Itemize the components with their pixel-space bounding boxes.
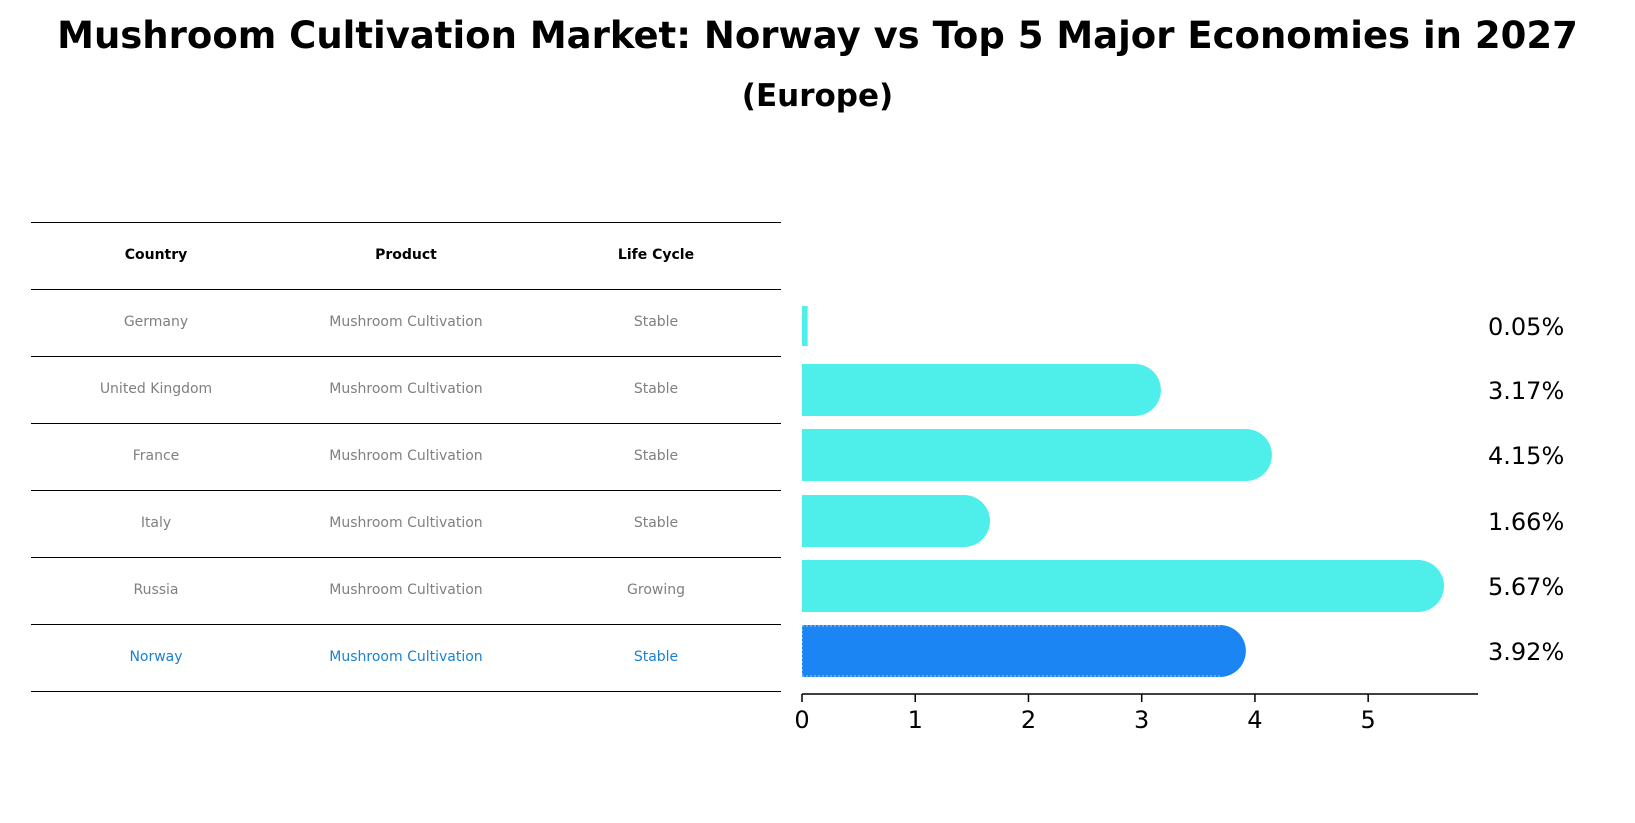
bar <box>802 560 1445 612</box>
x-tick-label: 1 <box>908 706 923 734</box>
table-rule <box>31 557 781 558</box>
x-tick-label: 5 <box>1361 706 1376 734</box>
table-cell-country: Russia <box>133 581 179 598</box>
table-cell-country: Italy <box>140 514 172 531</box>
data-label: 0.05% <box>1488 313 1564 341</box>
table-rule <box>31 289 781 290</box>
bar <box>802 306 808 346</box>
table-cell-product: Mushroom Cultivation <box>329 581 483 598</box>
table-rule <box>31 624 781 625</box>
table-rule <box>31 691 781 692</box>
table-cell-country: Norway <box>129 648 183 665</box>
x-tick-label: 3 <box>1134 706 1149 734</box>
bar-highlight <box>802 625 1246 677</box>
bar-outline <box>801 625 1220 677</box>
table-cell-life-cycle: Stable <box>633 380 679 397</box>
data-label: 5.67% <box>1488 573 1564 601</box>
data-label: 3.92% <box>1488 638 1564 666</box>
table-cell-country: France <box>132 447 180 464</box>
table-rule <box>31 222 781 223</box>
bar <box>802 429 1272 481</box>
table-cell-product: Mushroom Cultivation <box>329 514 483 531</box>
x-tick-label: 0 <box>794 706 809 734</box>
table-cell-product: Mushroom Cultivation <box>329 447 483 464</box>
table-header-life-cycle: Life Cycle <box>617 246 695 263</box>
data-label: 1.66% <box>1488 508 1564 536</box>
table-header-country: Country <box>124 246 188 263</box>
chart-title: Mushroom Cultivation Market: Norway vs T… <box>57 14 1578 57</box>
data-label: 3.17% <box>1488 377 1564 405</box>
bar <box>802 364 1161 416</box>
table-rule <box>31 490 781 491</box>
x-tick-label: 4 <box>1247 706 1262 734</box>
table-cell-product: Mushroom Cultivation <box>329 313 483 330</box>
bar <box>802 495 990 547</box>
table-cell-product: Mushroom Cultivation <box>329 648 483 665</box>
data-label: 4.15% <box>1488 442 1564 470</box>
table-rule <box>31 356 781 357</box>
chart-subtitle: (Europe) <box>741 78 894 114</box>
table-cell-life-cycle: Stable <box>633 313 679 330</box>
table-cell-life-cycle: Stable <box>633 648 679 665</box>
table-cell-country: Germany <box>123 313 189 330</box>
table-header-product: Product <box>375 246 437 263</box>
table-rule <box>31 423 781 424</box>
table-cell-country: United Kingdom <box>99 380 213 397</box>
table-cell-life-cycle: Stable <box>633 447 679 464</box>
x-tick-label: 2 <box>1021 706 1036 734</box>
table-cell-life-cycle: Stable <box>633 514 679 531</box>
table-cell-product: Mushroom Cultivation <box>329 380 483 397</box>
table-cell-life-cycle: Growing <box>627 581 685 598</box>
